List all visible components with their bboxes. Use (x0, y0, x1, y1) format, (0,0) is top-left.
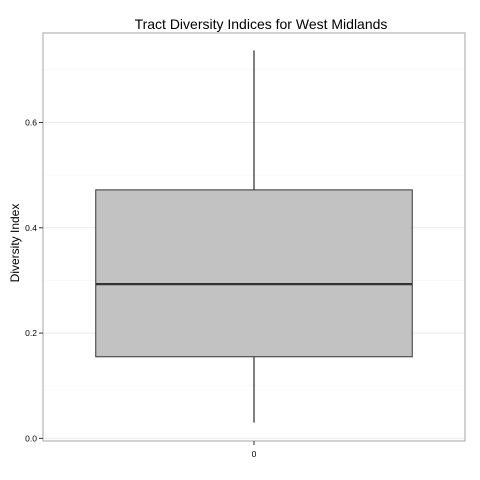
x-tick-label: 0 (252, 449, 257, 459)
box-iqr (95, 189, 413, 358)
box-layer (95, 50, 413, 423)
y-tick-label: 0.6 (25, 117, 37, 127)
x-axis: 0 (252, 441, 257, 459)
y-axis-label: Diversity Index (8, 204, 22, 283)
chart-title: Tract Diversity Indices for West Midland… (135, 16, 388, 32)
y-tick-label: 0.0 (25, 433, 37, 443)
y-axis: 0.0 0.2 0.4 0.6 (25, 117, 43, 443)
y-tick-label: 0.4 (25, 223, 37, 233)
y-tick-label: 0.2 (25, 328, 37, 338)
